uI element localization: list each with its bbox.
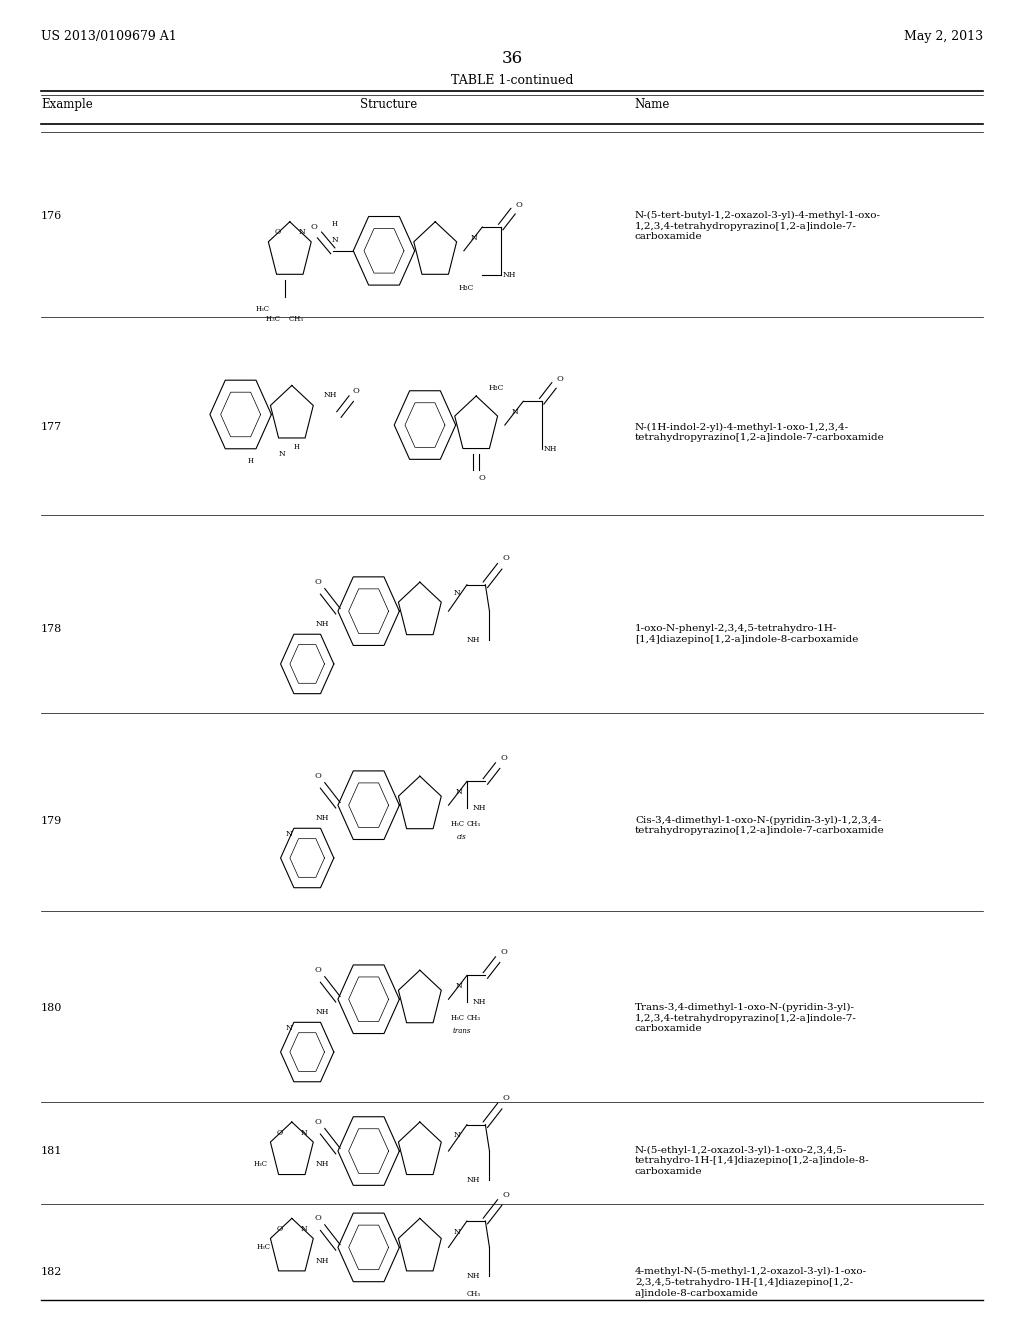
Text: O: O	[353, 387, 359, 395]
Text: O: O	[479, 474, 485, 482]
Text: Trans-3,4-dimethyl-1-oxo-N-(pyridin-3-yl)-
1,2,3,4-tetrahydropyrazino[1,2-a]indo: Trans-3,4-dimethyl-1-oxo-N-(pyridin-3-yl…	[635, 1003, 857, 1034]
Text: O: O	[276, 1225, 283, 1233]
Text: N: N	[454, 1228, 460, 1236]
Text: 182: 182	[41, 1267, 62, 1278]
Text: Structure: Structure	[360, 98, 418, 111]
Text: O: O	[503, 1094, 509, 1102]
Text: CH₃: CH₃	[467, 1014, 481, 1022]
Text: NH: NH	[466, 1176, 480, 1184]
Text: O: O	[314, 772, 321, 780]
Text: N: N	[454, 1131, 460, 1139]
Text: NH: NH	[502, 271, 516, 279]
Text: N-(5-tert-butyl-1,2-oxazol-3-yl)-4-methyl-1-oxo-
1,2,3,4-tetrahydropyrazino[1,2-: N-(5-tert-butyl-1,2-oxazol-3-yl)-4-methy…	[635, 211, 881, 242]
Text: 180: 180	[41, 1003, 62, 1014]
Text: N: N	[299, 228, 305, 236]
Text: 176: 176	[41, 211, 62, 222]
Text: Example: Example	[41, 98, 93, 111]
Text: H₃C: H₃C	[451, 1014, 465, 1022]
Text: 4-methyl-N-(5-methyl-1,2-oxazol-3-yl)-1-oxo-
2,3,4,5-tetrahydro-1H-[1,4]diazepin: 4-methyl-N-(5-methyl-1,2-oxazol-3-yl)-1-…	[635, 1267, 867, 1298]
Text: H₃C: H₃C	[256, 1243, 270, 1251]
Text: N: N	[456, 982, 462, 990]
Text: H₃C: H₃C	[254, 1160, 268, 1168]
Text: O: O	[274, 228, 281, 236]
Text: 179: 179	[41, 816, 62, 826]
Text: Name: Name	[635, 98, 671, 111]
Text: NH: NH	[472, 804, 486, 812]
Text: NH: NH	[466, 1272, 480, 1280]
Text: May 2, 2013: May 2, 2013	[904, 30, 983, 44]
Text: O: O	[501, 754, 507, 762]
Text: H₃C: H₃C	[488, 384, 505, 392]
Text: NH: NH	[472, 998, 486, 1006]
Text: O: O	[314, 966, 321, 974]
Text: O: O	[516, 201, 522, 209]
Text: O: O	[503, 1191, 509, 1199]
Text: N-(1H-indol-2-yl)-4-methyl-1-oxo-1,2,3,4-
tetrahydropyrazino[1,2-a]indole-7-carb: N-(1H-indol-2-yl)-4-methyl-1-oxo-1,2,3,4…	[635, 422, 885, 442]
Text: N: N	[286, 830, 292, 838]
Text: 36: 36	[502, 50, 522, 67]
Text: NH: NH	[315, 814, 330, 822]
Text: O: O	[314, 578, 321, 586]
Text: N: N	[456, 788, 462, 796]
Text: N: N	[301, 1129, 307, 1137]
Text: NH: NH	[324, 391, 338, 399]
Text: O: O	[557, 375, 563, 383]
Text: H: H	[248, 457, 254, 465]
Text: NH: NH	[315, 1257, 330, 1265]
Text: 177: 177	[41, 422, 62, 433]
Text: CH₃: CH₃	[467, 1290, 481, 1298]
Text: N: N	[454, 589, 460, 597]
Text: H₃C    CH₃: H₃C CH₃	[266, 315, 303, 323]
Text: TABLE 1-continued: TABLE 1-continued	[451, 74, 573, 87]
Text: US 2013/0109679 A1: US 2013/0109679 A1	[41, 30, 177, 44]
Text: O: O	[311, 223, 317, 231]
Text: H: H	[332, 220, 338, 228]
Text: O: O	[501, 948, 507, 956]
Text: 1-oxo-N-phenyl-2,3,4,5-tetrahydro-1H-
[1,4]diazepino[1,2-a]indole-8-carboxamide: 1-oxo-N-phenyl-2,3,4,5-tetrahydro-1H- [1…	[635, 624, 858, 644]
Text: cis: cis	[457, 833, 467, 841]
Text: trans: trans	[453, 1027, 471, 1035]
Text: NH: NH	[466, 636, 480, 644]
Text: N: N	[301, 1225, 307, 1233]
Text: H₃C: H₃C	[255, 305, 269, 313]
Text: CH₃: CH₃	[467, 820, 481, 828]
Text: N: N	[286, 1024, 292, 1032]
Text: 181: 181	[41, 1146, 62, 1156]
Text: H₃C: H₃C	[451, 820, 465, 828]
Text: O: O	[276, 1129, 283, 1137]
Text: N-(5-ethyl-1,2-oxazol-3-yl)-1-oxo-2,3,4,5-
tetrahydro-1H-[1,4]diazepino[1,2-a]in: N-(5-ethyl-1,2-oxazol-3-yl)-1-oxo-2,3,4,…	[635, 1146, 869, 1176]
Text: NH: NH	[543, 445, 557, 453]
Text: N: N	[512, 408, 518, 416]
Text: NH: NH	[315, 1160, 330, 1168]
Text: N: N	[332, 236, 338, 244]
Text: H₃C: H₃C	[458, 284, 474, 292]
Text: H: H	[294, 444, 300, 451]
Text: O: O	[503, 554, 509, 562]
Text: NH: NH	[315, 620, 330, 628]
Text: N: N	[471, 234, 477, 242]
Text: N: N	[279, 450, 285, 458]
Text: 178: 178	[41, 624, 62, 635]
Text: O: O	[314, 1118, 321, 1126]
Text: Cis-3,4-dimethyl-1-oxo-N-(pyridin-3-yl)-1,2,3,4-
tetrahydropyrazino[1,2-a]indole: Cis-3,4-dimethyl-1-oxo-N-(pyridin-3-yl)-…	[635, 816, 885, 836]
Text: O: O	[314, 1214, 321, 1222]
Text: NH: NH	[315, 1008, 330, 1016]
